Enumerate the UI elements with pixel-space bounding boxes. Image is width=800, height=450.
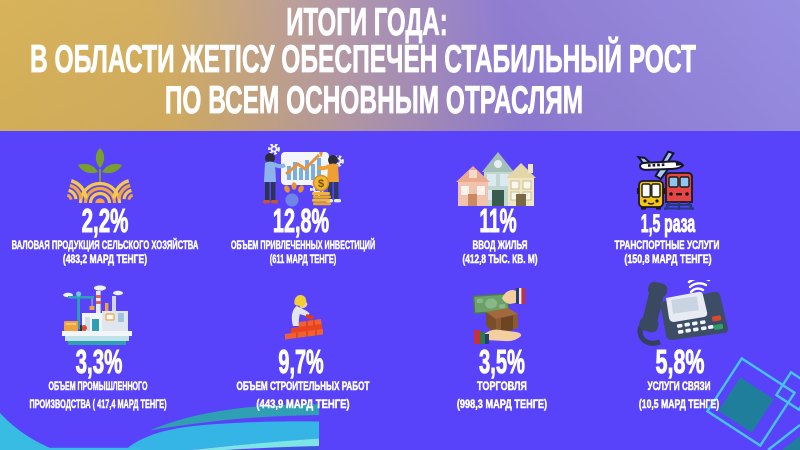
svg-text:$: $ — [318, 178, 324, 190]
